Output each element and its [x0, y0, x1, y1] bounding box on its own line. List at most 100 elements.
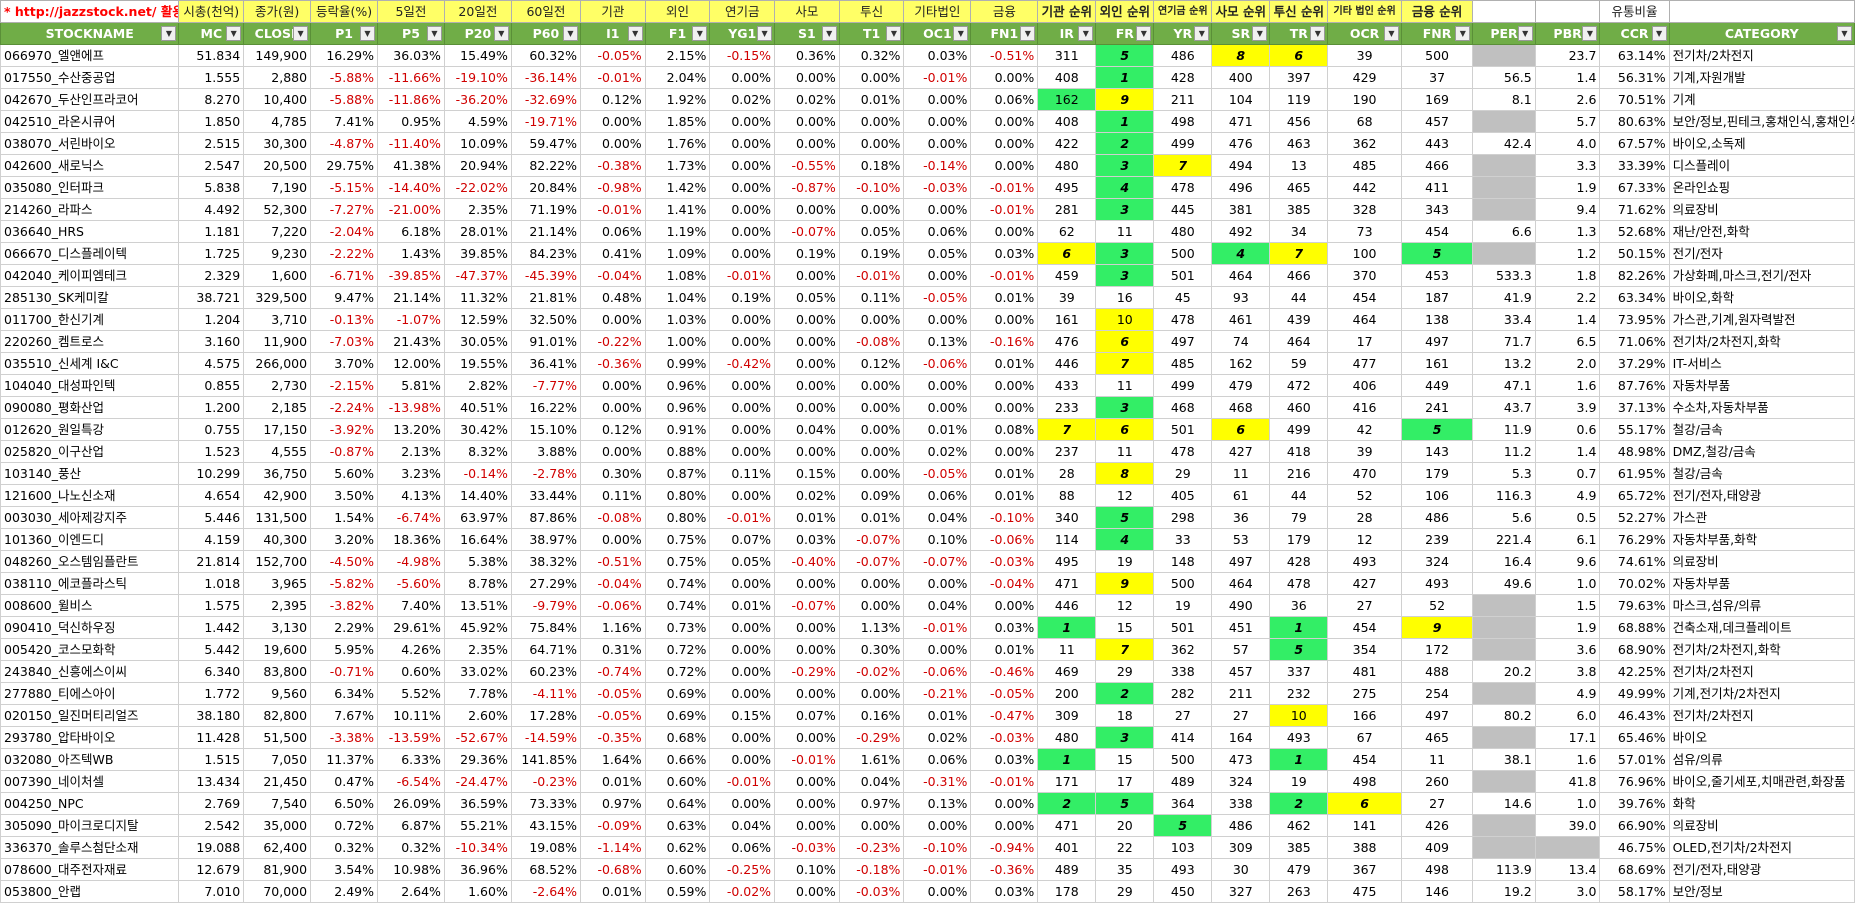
table-cell[interactable]: 340	[1037, 506, 1097, 529]
table-cell[interactable]: 3,130	[243, 616, 312, 639]
category-cell[interactable]: 바이오,화학	[1668, 286, 1855, 309]
table-cell[interactable]: 149,900	[243, 44, 312, 67]
table-cell[interactable]: 2	[1037, 792, 1097, 815]
table-row[interactable]: 036640_HRS 1.181 7,220 -2.04% 6.18% 28.01% 21.…	[0, 220, 1855, 243]
table-cell[interactable]: 0.12%	[838, 352, 905, 375]
table-cell[interactable]: 497	[1400, 704, 1474, 727]
table-cell[interactable]: 0.41%	[580, 242, 646, 265]
category-cell[interactable]: 의료장비	[1668, 198, 1855, 221]
table-cell[interactable]	[1472, 682, 1536, 705]
table-cell[interactable]: 2,730	[243, 374, 312, 397]
table-cell[interactable]: 1.03%	[644, 308, 711, 331]
table-cell[interactable]: 1.8	[1534, 264, 1601, 287]
table-cell[interactable]: 7.41%	[310, 110, 378, 133]
table-cell[interactable]: 0.00%	[903, 198, 972, 221]
source-link[interactable]: * http://jazzstock.net/ 활용	[0, 0, 180, 23]
table-cell[interactable]: 1	[1095, 66, 1155, 89]
table-cell[interactable]: 7	[1269, 242, 1329, 265]
table-cell[interactable]: -0.05%	[580, 704, 646, 727]
column-header-p5[interactable]: P5 ▼	[377, 22, 445, 45]
table-cell[interactable]: 35,000	[243, 814, 312, 837]
table-cell[interactable]: 0.00%	[709, 638, 776, 661]
table-cell[interactable]: 6.6	[1472, 220, 1536, 243]
table-cell[interactable]: 465	[1269, 176, 1329, 199]
table-cell[interactable]: -0.07%	[774, 594, 840, 617]
table-cell[interactable]: -0.29%	[774, 660, 840, 683]
table-cell[interactable]: -0.03%	[970, 726, 1039, 749]
table-cell[interactable]: 11.2	[1472, 440, 1536, 463]
table-cell[interactable]: -13.98%	[377, 396, 445, 419]
table-cell[interactable]: 0.00%	[774, 264, 840, 287]
table-cell[interactable]: 0.00%	[709, 792, 776, 815]
table-cell[interactable]: 0.00%	[970, 132, 1039, 155]
table-cell[interactable]: 13.434	[178, 770, 245, 793]
table-cell[interactable]: 20,500	[243, 154, 312, 177]
table-cell[interactable]: 1.73%	[644, 154, 711, 177]
column-header-i1[interactable]: I1 ▼	[580, 22, 646, 45]
table-cell[interactable]: 103	[1153, 836, 1213, 859]
table-cell[interactable]: 0.73%	[644, 616, 711, 639]
table-cell[interactable]: 33.39%	[1599, 154, 1670, 177]
table-cell[interactable]: 0.00%	[709, 748, 776, 771]
table-cell[interactable]: 4.59%	[443, 110, 512, 133]
column-header-fnr[interactable]: FNR ▼	[1400, 22, 1474, 45]
table-cell[interactable]: -2.04%	[310, 220, 378, 243]
stock-name-cell[interactable]: 214260_라파스	[0, 198, 180, 221]
table-cell[interactable]: 0.00%	[774, 726, 840, 749]
table-cell[interactable]: 3.0	[1534, 880, 1601, 903]
table-cell[interactable]: 1.523	[178, 440, 245, 463]
category-cell[interactable]: 의료장비	[1668, 550, 1855, 573]
table-cell[interactable]: 71.19%	[510, 198, 582, 221]
filter-dropdown-icon[interactable]: ▼	[161, 26, 177, 41]
table-cell[interactable]: 478	[1153, 308, 1213, 331]
table-cell[interactable]: 5	[1153, 814, 1213, 837]
table-cell[interactable]: -11.86%	[377, 88, 445, 111]
table-cell[interactable]: 0.00%	[774, 792, 840, 815]
table-cell[interactable]: 93	[1211, 286, 1271, 309]
table-row[interactable]: 003030_세아제강지주 5.446 131,500 1.54% -6.74% 63.9…	[0, 506, 1855, 529]
table-cell[interactable]: -5.88%	[310, 66, 378, 89]
table-cell[interactable]: 71.7	[1472, 330, 1536, 353]
stock-name-cell[interactable]: 042670_두산인프라코어	[0, 88, 180, 111]
table-cell[interactable]: 1.575	[178, 594, 245, 617]
table-cell[interactable]: 0.62%	[644, 836, 711, 859]
table-cell[interactable]: 6.1	[1534, 528, 1601, 551]
category-cell[interactable]: 전기차/2차전지	[1668, 704, 1855, 727]
table-cell[interactable]: 0.31%	[580, 638, 646, 661]
table-cell[interactable]: 8.32%	[443, 440, 512, 463]
table-cell[interactable]: 0.00%	[838, 374, 905, 397]
table-cell[interactable]: 66.90%	[1599, 814, 1670, 837]
table-cell[interactable]: 2	[1095, 682, 1155, 705]
table-cell[interactable]: 30	[1211, 858, 1271, 881]
table-cell[interactable]: 79	[1269, 506, 1329, 529]
table-cell[interactable]: -0.98%	[580, 176, 646, 199]
table-cell[interactable]: 1.3	[1534, 220, 1601, 243]
table-cell[interactable]: 20.2	[1472, 660, 1536, 683]
table-cell[interactable]: 428	[1153, 66, 1213, 89]
table-cell[interactable]: 16.64%	[443, 528, 512, 551]
table-cell[interactable]	[1472, 242, 1536, 265]
table-cell[interactable]: 1.09%	[644, 242, 711, 265]
table-cell[interactable]: 499	[1269, 418, 1329, 441]
table-cell[interactable]: 499	[1153, 132, 1213, 155]
table-cell[interactable]: 52,300	[243, 198, 312, 221]
table-cell[interactable]: -0.08%	[838, 330, 905, 353]
table-cell[interactable]: 83,800	[243, 660, 312, 683]
table-cell[interactable]: 13.20%	[377, 418, 445, 441]
table-cell[interactable]: -11.40%	[377, 132, 445, 155]
table-cell[interactable]: 1.4	[1534, 66, 1601, 89]
table-cell[interactable]: -0.23%	[510, 770, 582, 793]
table-cell[interactable]: 179	[1400, 462, 1474, 485]
table-cell[interactable]: 465	[1400, 726, 1474, 749]
table-cell[interactable]: 138	[1400, 308, 1474, 331]
table-cell[interactable]: 442	[1327, 176, 1402, 199]
table-cell[interactable]: 64.71%	[510, 638, 582, 661]
table-cell[interactable]: 0.59%	[644, 880, 711, 903]
table-cell[interactable]: 1.018	[178, 572, 245, 595]
table-cell[interactable]: 70,000	[243, 880, 312, 903]
table-cell[interactable]: -39.85%	[377, 264, 445, 287]
table-cell[interactable]: -9.79%	[510, 594, 582, 617]
table-cell[interactable]: 414	[1153, 726, 1213, 749]
table-cell[interactable]: -0.51%	[970, 44, 1039, 67]
table-cell[interactable]: 0.00%	[774, 132, 840, 155]
